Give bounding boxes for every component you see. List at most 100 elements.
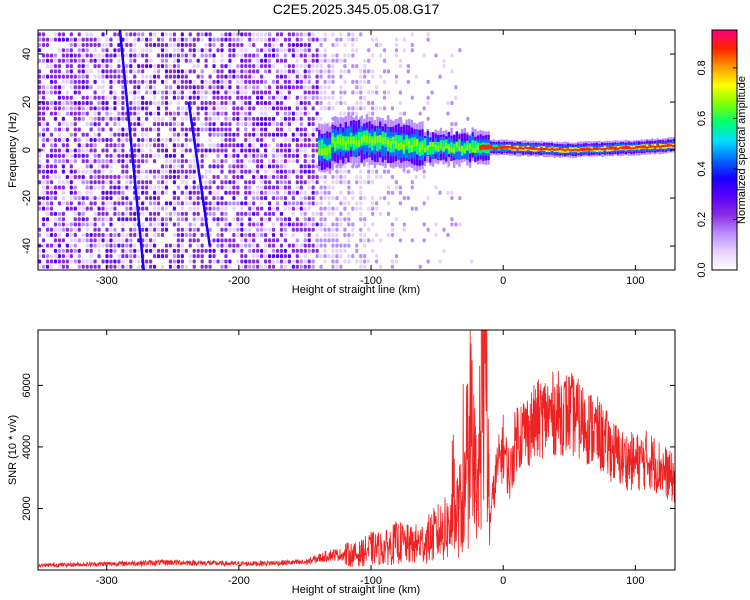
spectrogram-cell	[386, 169, 391, 174]
spectrogram-cell	[184, 58, 188, 63]
spectrogram-cell	[224, 201, 228, 206]
spectrogram-cell	[367, 206, 371, 211]
spectrogram-cell	[303, 169, 307, 174]
spectrogram-cell	[279, 42, 284, 47]
spectrogram-cell	[180, 74, 184, 79]
spectrogram-cell	[184, 127, 188, 132]
spectrogram-signal-cell	[318, 140, 321, 155]
spectrogram-cell	[141, 190, 145, 195]
spectrogram-cell	[121, 116, 125, 121]
spectrogram-cell	[220, 53, 224, 58]
spectrogram-cell	[398, 238, 402, 243]
spectrogram-x-axis-label: Height of straight line (km)	[292, 284, 420, 296]
spectrogram-x-tick-label: -100	[360, 275, 382, 287]
spectrogram-cell	[105, 190, 109, 195]
spectrogram-cell	[343, 243, 347, 248]
spectrogram-signal-cell	[328, 145, 332, 153]
spectrogram-cell	[303, 243, 307, 248]
spectrogram-cell	[180, 227, 184, 232]
spectrogram-cell	[339, 116, 343, 121]
spectrogram-cell	[101, 32, 105, 37]
spectrogram-cell	[176, 111, 180, 116]
spectrogram-cell	[295, 222, 299, 227]
spectrogram-cell	[113, 153, 117, 158]
spectrogram-cell	[61, 148, 65, 153]
spectrogram-cell	[331, 90, 335, 95]
spectrogram-cell	[133, 85, 137, 90]
spectrogram-cell	[176, 69, 180, 74]
spectrogram-cell	[287, 243, 291, 248]
spectrogram-cell	[220, 164, 224, 169]
spectrogram-cell	[152, 206, 157, 211]
spectrogram-cell	[65, 53, 69, 58]
spectrogram-cell	[228, 90, 232, 95]
spectrogram-cell	[141, 106, 145, 111]
spectrogram-cell	[275, 148, 280, 153]
spectrogram-signal-cell	[452, 147, 456, 153]
snr-x-axis: -300 -200 -100 0 100	[96, 330, 645, 587]
spectrogram-cell	[181, 270, 184, 274]
spectrogram-cell	[69, 201, 73, 206]
spectrogram-cell	[61, 122, 65, 127]
spectrogram-cell	[172, 174, 177, 179]
spectrogram-cell	[299, 180, 303, 185]
spectrogram-cell	[244, 53, 248, 58]
spectrogram-cell	[287, 153, 291, 158]
spectrogram-cell	[236, 53, 240, 58]
spectrogram-cell	[49, 101, 54, 106]
spectrogram-cell	[145, 196, 149, 201]
spectrogram-cell	[196, 58, 200, 63]
spectrogram-cell	[45, 164, 50, 169]
spectrogram-cell	[141, 64, 145, 69]
spectrogram-cell	[303, 233, 307, 238]
spectrogram-cell	[327, 64, 331, 69]
spectrogram-cell	[133, 143, 137, 148]
spectrogram-cell	[184, 190, 188, 195]
spectrogram-cell	[101, 116, 105, 121]
spectrogram-cell	[212, 248, 216, 253]
spectrogram-cell	[438, 74, 442, 79]
spectrogram-cell	[41, 185, 46, 190]
spectrogram-cell	[256, 169, 260, 174]
spectrogram-cell	[180, 32, 184, 37]
spectrogram-cell	[367, 174, 371, 179]
spectrogram-cell	[109, 254, 113, 259]
spectrogram-cell	[327, 254, 331, 259]
spectrogram-cell	[228, 64, 232, 69]
spectrogram-cell	[283, 74, 288, 79]
snr-y-tick-label: 2000	[21, 496, 33, 520]
spectrogram-cell	[65, 90, 69, 95]
spectrogram-cell	[61, 138, 65, 142]
spectrogram-cell	[180, 148, 184, 153]
spectrogram-cell	[422, 106, 426, 111]
spectrogram-cell	[244, 74, 248, 79]
spectrogram-signal-cell	[439, 142, 443, 149]
spectrogram-cell	[69, 111, 73, 116]
spectrogram-cell	[291, 248, 295, 253]
spectrogram-cell	[351, 32, 355, 37]
spectrogram-signal-cell	[458, 139, 461, 150]
spectrogram-cell	[164, 85, 169, 90]
spectrogram-cell	[311, 122, 315, 127]
spectrogram-cell	[291, 201, 295, 206]
spectrogram-cell	[164, 42, 169, 47]
spectrogram-cell	[109, 190, 113, 195]
spectrogram-cell	[363, 74, 367, 79]
spectrogram-cell	[252, 116, 256, 121]
spectrogram-cell	[351, 53, 355, 58]
spectrogram-cell	[101, 164, 105, 169]
spectrogram-cell	[117, 190, 121, 195]
spectrogram-cell	[145, 185, 149, 190]
spectrogram-cell	[224, 122, 228, 127]
spectrogram-cell	[296, 270, 299, 274]
spectrogram-peak-cell	[579, 147, 584, 151]
spectrogram-cell	[101, 64, 105, 69]
spectrogram-cell	[97, 64, 101, 69]
spectrogram-cell	[81, 116, 85, 121]
spectrogram-cell	[57, 248, 62, 253]
spectrogram-cell	[327, 74, 331, 79]
spectrogram-cell	[260, 90, 264, 95]
spectrogram-cell	[93, 122, 97, 127]
spectrogram-cell	[319, 95, 323, 100]
spectrogram-cell	[61, 185, 65, 190]
